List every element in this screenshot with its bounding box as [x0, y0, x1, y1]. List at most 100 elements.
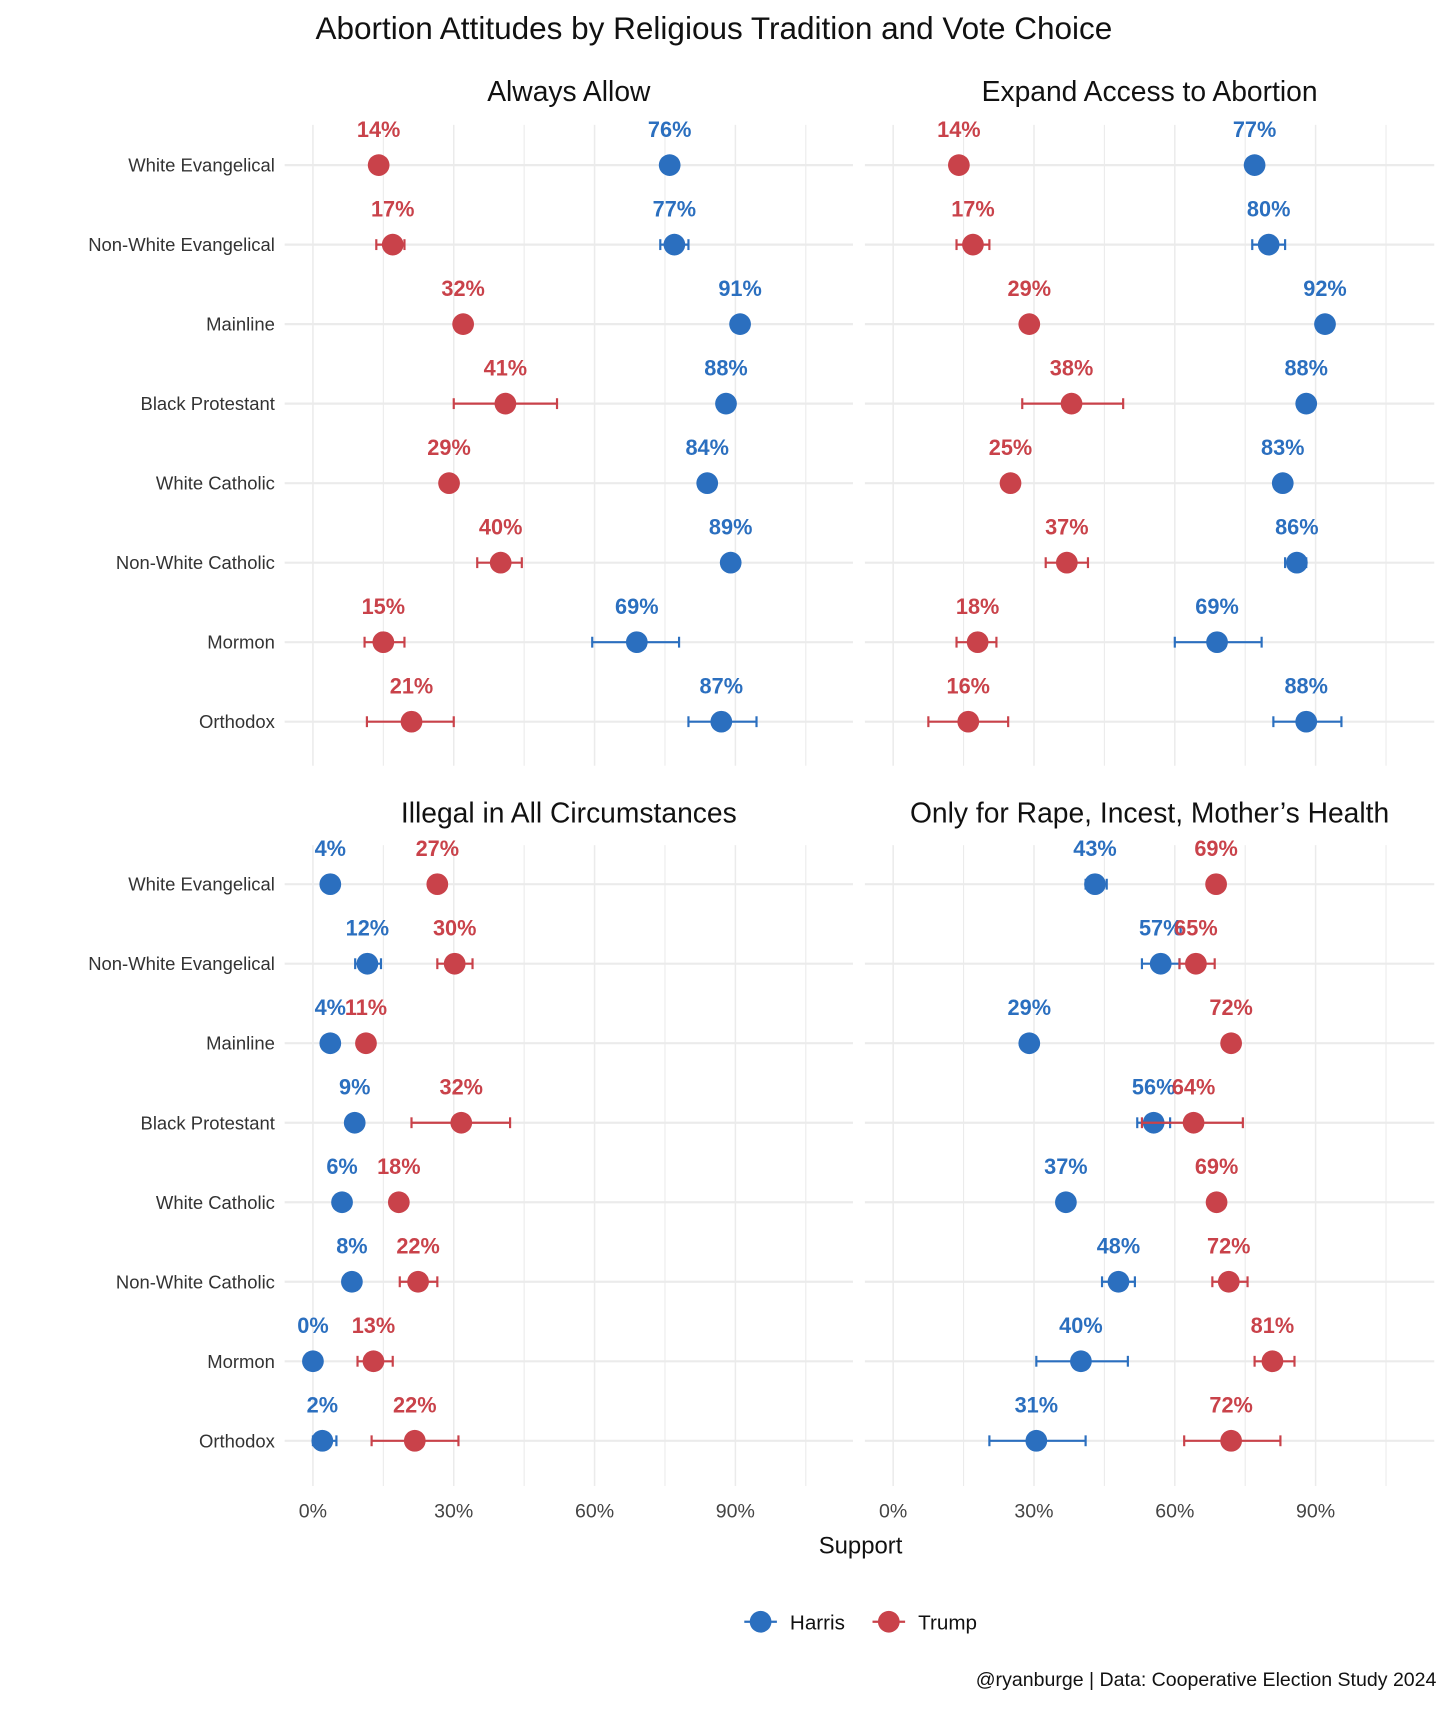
facet-panels: Always Allow White Evangelical Non-White E…	[88, 75, 1435, 1522]
harris-data-label: 87%	[700, 673, 743, 698]
x-tick-label: 0%	[879, 1500, 907, 1522]
harris-point	[331, 1191, 353, 1214]
trump-point	[1205, 1191, 1228, 1214]
x-tick-label: 30%	[434, 1500, 473, 1522]
trump-data-label: 13%	[352, 1313, 395, 1338]
harris-point	[1285, 551, 1308, 574]
harris-data-label: 69%	[615, 594, 658, 619]
facet-panel: Expand Access to Abortion 77% 80% 92% 88% 83%…	[864, 75, 1435, 766]
trump-point	[407, 1270, 429, 1293]
trump-data-label: 29%	[1008, 276, 1051, 301]
harris-data-label: 43%	[1073, 836, 1116, 861]
harris-data-label: 91%	[718, 276, 761, 301]
trump-data-label: 38%	[1050, 355, 1093, 380]
trump-point	[1217, 1270, 1240, 1293]
trump-data-label: 29%	[427, 435, 470, 460]
y-tick-label: Non-White Evangelical	[88, 234, 275, 255]
trump-data-label: 32%	[441, 276, 484, 301]
x-tick-label: 30%	[1014, 1500, 1053, 1522]
harris-point	[1243, 154, 1266, 176]
trump-data-label: 17%	[371, 196, 414, 221]
trump-point	[438, 472, 460, 495]
panel-title: Always Allow	[487, 75, 651, 107]
harris-point	[302, 1350, 324, 1373]
trump-point	[1018, 313, 1041, 335]
harris-point	[319, 1032, 342, 1055]
trump-data-label: 17%	[951, 196, 994, 221]
trump-point	[381, 233, 404, 256]
harris-point	[1257, 233, 1280, 256]
trump-data-label: 41%	[484, 355, 527, 380]
legend-harris-label: Harris	[790, 1611, 845, 1634]
harris-point	[1070, 1350, 1092, 1373]
trump-point	[1185, 952, 1207, 975]
y-tick-label: Mormon	[207, 1351, 275, 1372]
trump-point	[999, 472, 1022, 495]
facet-panel: Only for Rape, Incest, Mother’s Health 0%…	[864, 796, 1435, 1522]
trump-data-label: 18%	[377, 1154, 420, 1179]
trump-point	[367, 154, 390, 176]
harris-point	[715, 392, 737, 415]
trump-data-label: 30%	[433, 915, 476, 940]
legend: Harris Trump	[744, 1610, 977, 1634]
trump-point	[962, 233, 984, 256]
harris-point	[1055, 1191, 1077, 1214]
trump-point	[948, 154, 970, 176]
y-tick-label: Orthodox	[199, 711, 276, 732]
trump-data-label: 65%	[1174, 915, 1217, 940]
trump-data-label: 69%	[1194, 836, 1237, 861]
panel-title: Only for Rape, Incest, Mother’s Health	[910, 796, 1389, 828]
harris-data-label: 6%	[326, 1154, 357, 1179]
trump-data-label: 81%	[1251, 1313, 1294, 1338]
trump-data-label: 18%	[956, 594, 999, 619]
harris-data-label: 29%	[1008, 995, 1051, 1020]
y-tick-label: Mainline	[206, 1033, 275, 1054]
trump-point	[1060, 392, 1083, 415]
harris-data-label: 57%	[1139, 915, 1182, 940]
trump-data-label: 64%	[1172, 1074, 1215, 1099]
trump-point	[400, 710, 423, 733]
trump-point	[1205, 873, 1227, 896]
trump-point	[1055, 551, 1078, 574]
x-tick-label: 90%	[1296, 1500, 1335, 1522]
trump-data-label: 22%	[393, 1393, 436, 1418]
trump-point	[494, 392, 517, 415]
harris-data-label: 2%	[307, 1393, 338, 1418]
harris-point	[1025, 1429, 1048, 1452]
harris-point	[625, 631, 648, 654]
trump-data-label: 14%	[357, 117, 400, 142]
harris-point	[319, 873, 342, 896]
harris-point	[1018, 1032, 1041, 1055]
trump-data-label: 21%	[390, 673, 433, 698]
harris-data-label: 4%	[315, 836, 346, 861]
harris-point	[696, 472, 719, 495]
trump-point	[362, 1350, 385, 1373]
trump-point	[452, 313, 475, 335]
trump-data-label: 69%	[1195, 1154, 1238, 1179]
legend-harris-marker	[749, 1610, 772, 1633]
trump-point	[443, 952, 466, 975]
trump-data-label: 14%	[937, 117, 980, 142]
y-tick-label: Black Protestant	[141, 1112, 275, 1133]
harris-data-label: 92%	[1303, 276, 1346, 301]
harris-point	[1206, 631, 1228, 654]
trump-point	[426, 873, 449, 896]
harris-point	[658, 154, 681, 176]
trump-point	[372, 631, 395, 654]
harris-data-label: 77%	[653, 196, 696, 221]
harris-point	[343, 1111, 366, 1134]
harris-data-label: 8%	[336, 1234, 367, 1259]
trump-data-label: 40%	[479, 514, 522, 539]
trump-data-label: 16%	[947, 673, 990, 698]
trump-point	[1220, 1429, 1242, 1452]
harris-data-label: 83%	[1261, 435, 1304, 460]
trump-data-label: 25%	[989, 435, 1032, 460]
harris-data-label: 0%	[297, 1313, 328, 1338]
harris-data-label: 88%	[1284, 355, 1327, 380]
y-tick-label: Orthodox	[199, 1430, 276, 1451]
y-tick-label: Non-White Catholic	[116, 552, 275, 573]
chart-title: Abortion Attitudes by Religious Traditio…	[315, 10, 1112, 46]
harris-data-label: 80%	[1247, 196, 1290, 221]
harris-point	[729, 313, 751, 335]
